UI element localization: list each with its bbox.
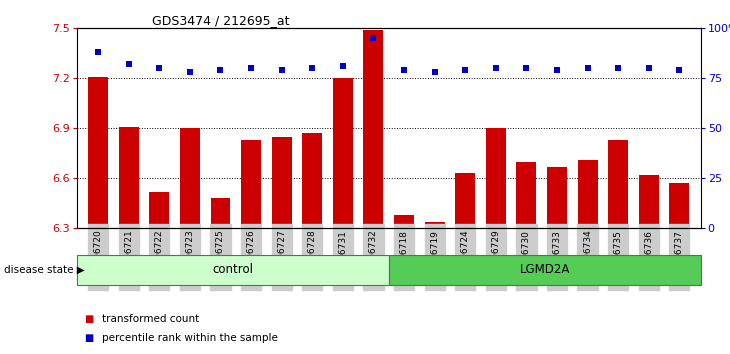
Point	[245, 65, 257, 71]
Bar	[547, 167, 567, 228]
Point	[674, 68, 685, 73]
Point	[643, 65, 655, 71]
Bar	[425, 222, 445, 228]
Point	[520, 65, 532, 71]
Text: LGMD2A: LGMD2A	[520, 263, 570, 276]
Point	[276, 68, 288, 73]
Point	[429, 69, 440, 75]
Point	[92, 50, 104, 55]
Point	[459, 68, 471, 73]
Bar	[364, 30, 383, 228]
Text: disease state ▶: disease state ▶	[4, 265, 85, 275]
Bar	[486, 128, 506, 228]
Text: percentile rank within the sample: percentile rank within the sample	[102, 333, 278, 343]
Bar	[302, 133, 322, 228]
Bar	[180, 128, 200, 228]
Point	[153, 65, 165, 71]
Bar	[608, 140, 628, 228]
Bar	[333, 78, 353, 228]
Point	[123, 62, 134, 67]
Bar	[456, 173, 475, 228]
Point	[612, 65, 624, 71]
Text: GDS3474 / 212695_at: GDS3474 / 212695_at	[152, 14, 289, 27]
Text: transformed count: transformed count	[102, 314, 199, 324]
Point	[337, 63, 349, 69]
Bar	[394, 215, 414, 228]
Bar	[88, 77, 108, 228]
Bar	[119, 127, 139, 228]
Point	[398, 68, 410, 73]
Bar	[669, 183, 689, 228]
Bar	[210, 198, 231, 228]
Bar	[272, 137, 291, 228]
Bar	[150, 192, 169, 228]
Point	[368, 35, 380, 41]
Bar	[241, 140, 261, 228]
Point	[551, 68, 563, 73]
Text: control: control	[212, 263, 253, 276]
Point	[215, 68, 226, 73]
Point	[307, 65, 318, 71]
Bar	[577, 160, 598, 228]
Point	[582, 65, 593, 71]
Text: ■: ■	[84, 314, 93, 324]
Point	[184, 69, 196, 75]
Text: ■: ■	[84, 333, 93, 343]
Bar	[639, 175, 658, 228]
Point	[490, 65, 502, 71]
Bar	[516, 162, 537, 228]
